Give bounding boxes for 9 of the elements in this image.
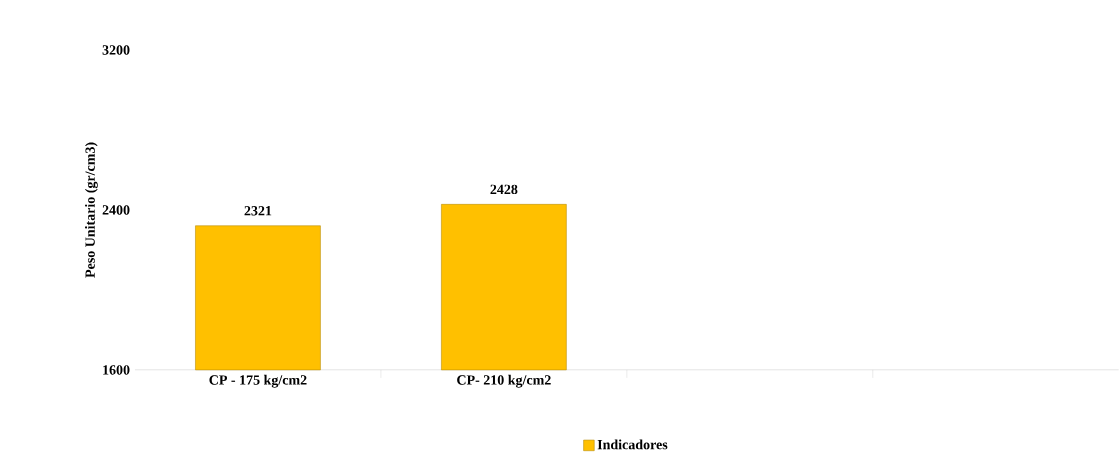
y-tick-label: 3200 — [102, 45, 130, 55]
y-tick-label: 2400 — [102, 205, 130, 215]
data-label: 2428 — [490, 184, 518, 195]
x-tick-label: CP - 175 kg/cm2 — [209, 375, 307, 388]
legend-label: Indicadores — [597, 439, 668, 450]
x-tick-label: CP- 210 kg/cm2 — [457, 375, 551, 388]
data-label: 2321 — [244, 206, 272, 216]
y-axis-title: Peso Unitario (gr/cm3) — [85, 142, 98, 278]
y-tick-label: 1600 — [103, 365, 130, 375]
